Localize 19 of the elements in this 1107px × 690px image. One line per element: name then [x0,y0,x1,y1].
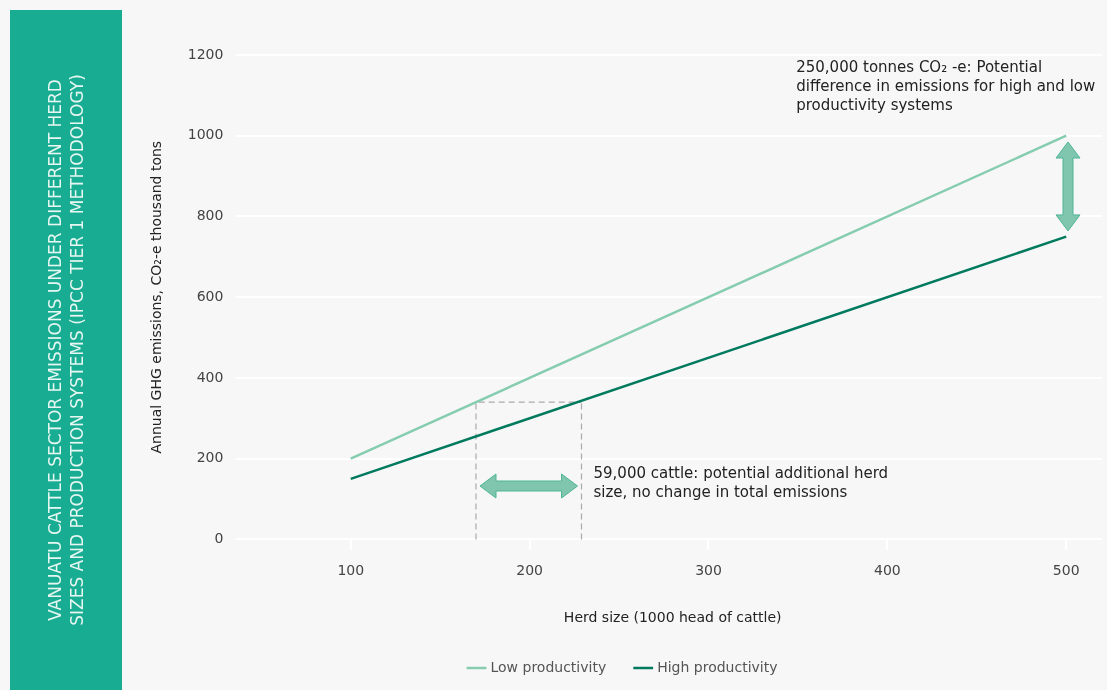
y-tick-label: 400 [196,368,224,385]
y-tick-label: 800 [196,207,224,224]
x-tick-label: 300 [695,562,722,579]
y-tick-label: 600 [196,287,224,304]
y-tick-label: 1000 [187,126,224,143]
legend-label: Low productivity [490,658,607,675]
y-tick-label: 0 [214,530,224,547]
x-axis-title: Herd size (1000 head of cattle) [563,609,782,626]
y-tick-label: 200 [196,449,224,466]
annotation: 59,000 cattle: potential additional herd size, no change in total emissions [593,464,890,503]
text: VANUATU CATTLE SECTOR EMISSIONS UNDER DIFFERENT HERD SIZES AND PRODUCTION SYSTEMS (IPCC TIER 1 METHODOLOGY) [44,73,88,628]
annotation: 250,000 tonnes CO₂ -e: Potential difference in emissions for high and low productivity systems [796,57,1097,115]
legend-label: High productivity [657,658,778,675]
x-tick-label: 500 [1052,562,1080,579]
x-tick-label: 100 [337,562,365,579]
y-axis-title: Annual GHG emissions, CO₂-e thousand tons [148,140,165,454]
x-tick-label: 400 [873,562,901,579]
x-tick-label: 200 [516,562,543,579]
y-tick-label: 1200 [187,45,224,62]
